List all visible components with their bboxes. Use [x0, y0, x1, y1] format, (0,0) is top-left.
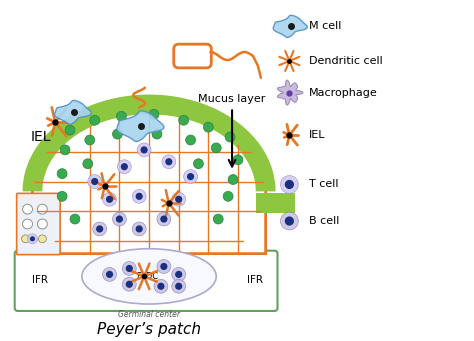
Circle shape	[60, 145, 70, 155]
Circle shape	[157, 212, 171, 226]
Circle shape	[162, 155, 176, 169]
Circle shape	[118, 160, 131, 174]
Circle shape	[175, 271, 182, 278]
Circle shape	[112, 129, 122, 139]
Polygon shape	[23, 94, 275, 191]
Circle shape	[121, 163, 128, 170]
Circle shape	[157, 260, 171, 273]
FancyBboxPatch shape	[256, 193, 295, 213]
Circle shape	[27, 234, 37, 244]
Text: Dendritic cell: Dendritic cell	[309, 56, 383, 66]
Circle shape	[57, 191, 67, 201]
Circle shape	[93, 222, 107, 236]
Circle shape	[103, 192, 117, 206]
Circle shape	[285, 180, 294, 189]
Circle shape	[175, 283, 182, 290]
Circle shape	[22, 235, 29, 243]
Circle shape	[91, 178, 98, 185]
Circle shape	[88, 175, 101, 189]
Circle shape	[106, 196, 113, 203]
Circle shape	[193, 159, 203, 169]
Circle shape	[186, 135, 195, 145]
Circle shape	[172, 267, 186, 281]
Circle shape	[223, 191, 233, 201]
Circle shape	[96, 225, 103, 233]
Circle shape	[179, 115, 189, 125]
Circle shape	[172, 192, 186, 206]
Circle shape	[112, 212, 127, 226]
Circle shape	[30, 236, 35, 241]
Circle shape	[175, 196, 182, 203]
Circle shape	[211, 143, 221, 153]
Circle shape	[132, 222, 146, 236]
Circle shape	[233, 155, 243, 165]
Circle shape	[152, 129, 162, 139]
Circle shape	[23, 219, 33, 229]
Circle shape	[136, 193, 143, 200]
Circle shape	[23, 204, 33, 214]
Circle shape	[122, 262, 136, 276]
Circle shape	[126, 265, 133, 272]
Circle shape	[157, 283, 164, 290]
FancyBboxPatch shape	[17, 193, 60, 255]
Text: B cell: B cell	[309, 216, 339, 226]
Text: IEL: IEL	[309, 130, 326, 140]
Circle shape	[281, 176, 298, 193]
Circle shape	[70, 214, 80, 224]
Circle shape	[122, 277, 136, 291]
FancyBboxPatch shape	[15, 251, 277, 311]
Circle shape	[126, 281, 133, 288]
Circle shape	[83, 159, 93, 169]
Polygon shape	[55, 100, 91, 124]
Circle shape	[160, 216, 167, 223]
Circle shape	[225, 132, 235, 142]
Circle shape	[37, 204, 47, 214]
Polygon shape	[273, 15, 307, 38]
Circle shape	[136, 225, 143, 233]
Text: Mucus layer: Mucus layer	[199, 94, 266, 104]
Circle shape	[90, 115, 100, 125]
Circle shape	[154, 279, 168, 293]
Circle shape	[65, 125, 75, 135]
Circle shape	[285, 217, 294, 226]
Text: IFR: IFR	[32, 275, 48, 285]
Text: FoDC: FoDC	[136, 272, 158, 281]
Circle shape	[57, 169, 67, 179]
Text: Peyer’s patch: Peyer’s patch	[97, 322, 201, 337]
FancyBboxPatch shape	[174, 44, 211, 68]
Ellipse shape	[82, 249, 216, 304]
Polygon shape	[277, 80, 303, 105]
Circle shape	[172, 279, 186, 293]
Circle shape	[228, 175, 238, 184]
Circle shape	[183, 170, 198, 183]
Text: IFR: IFR	[247, 275, 263, 285]
Circle shape	[37, 219, 47, 229]
Circle shape	[281, 212, 298, 230]
Circle shape	[132, 189, 146, 203]
Circle shape	[203, 122, 213, 132]
Circle shape	[213, 214, 223, 224]
Text: Macrophage: Macrophage	[309, 88, 378, 98]
Circle shape	[106, 271, 113, 278]
Text: Germinal center: Germinal center	[118, 310, 180, 319]
Text: T cell: T cell	[309, 179, 338, 190]
Circle shape	[160, 263, 167, 270]
Polygon shape	[33, 104, 265, 254]
Circle shape	[165, 158, 173, 165]
Text: M cell: M cell	[309, 21, 341, 31]
Circle shape	[149, 109, 159, 119]
Circle shape	[140, 146, 148, 153]
Circle shape	[117, 112, 127, 121]
Text: IEL: IEL	[30, 130, 51, 144]
Polygon shape	[117, 111, 164, 142]
Circle shape	[116, 216, 123, 223]
Circle shape	[137, 143, 151, 157]
Circle shape	[187, 173, 194, 180]
Circle shape	[85, 135, 95, 145]
Circle shape	[103, 267, 117, 281]
Circle shape	[38, 235, 46, 243]
